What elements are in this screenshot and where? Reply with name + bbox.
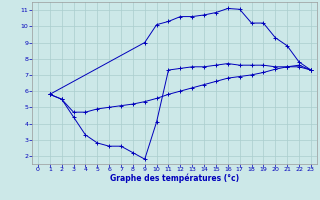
X-axis label: Graphe des températures (°c): Graphe des températures (°c)	[110, 174, 239, 183]
